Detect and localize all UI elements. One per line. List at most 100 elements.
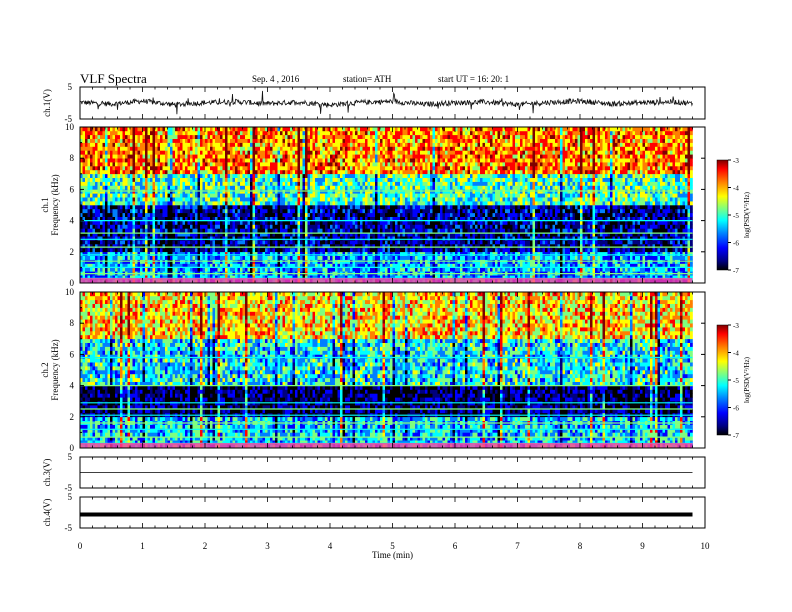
ch1-spectrogram-cell: [165, 228, 168, 233]
ch1-spectrogram-cell: [212, 275, 216, 280]
ch1-spectrogram-cell: [127, 138, 131, 143]
ch1-spectrogram-cell: [140, 134, 143, 139]
ch1-spectrogram-cell: [300, 130, 303, 136]
ch1-spectrogram-cell: [372, 154, 376, 159]
ch1-spectrogram-cell: [215, 247, 218, 253]
ch1-spectrogram-cell: [230, 154, 233, 159]
ch1-spectrogram-cell: [90, 232, 93, 237]
ch1-spectrogram-cell: [207, 263, 211, 268]
ch1-spectrogram-cell: [225, 162, 228, 167]
ch1-spectrogram-cell: [145, 263, 148, 268]
ch1-spectrogram-cell: [362, 127, 366, 132]
ch1-spectrogram-cell: [387, 228, 391, 233]
ch1-spectrogram-cell: [337, 228, 341, 233]
ch1-spectrogram-cell: [175, 267, 178, 272]
ch1-spectrogram-cell: [227, 154, 231, 159]
ch1-spectrogram-cell: [327, 162, 331, 167]
ch1-spectrogram-cell: [292, 197, 296, 202]
ch1-spectrogram-cell: [140, 162, 143, 167]
ch1-spectrogram-cell: [120, 247, 123, 253]
ch1-spectrogram-cell: [385, 251, 388, 256]
ch1-spectrogram-cell: [287, 244, 291, 249]
ch1-spectrogram-cell: [280, 130, 283, 136]
ch1-spectrogram-cell: [347, 224, 351, 229]
ch1-spectrogram-cell: [142, 158, 146, 163]
ch1-spectrogram-cell: [192, 205, 196, 210]
ch1-spectrogram-cell: [290, 150, 293, 155]
ch1-spectrogram-cell: [102, 150, 106, 155]
ch1-spectrogram-cell: [267, 201, 271, 206]
ch1-spectrogram-cell: [180, 166, 183, 171]
ch1-spectrogram-cell: [325, 251, 328, 256]
ch1-spectrogram-cell: [150, 197, 153, 202]
ch1-spectrogram-cell: [217, 146, 221, 151]
ch1-spectrogram-cell: [132, 134, 136, 139]
ch1-spectrogram-cell: [120, 255, 123, 260]
ch1-spectrogram-cell: [310, 201, 313, 206]
ch1-spectrogram-cell: [282, 240, 286, 245]
ch1-spectrogram-cell: [372, 212, 376, 217]
ch1-spectrogram-cell: [252, 134, 256, 139]
ch1-spectrogram-cell: [162, 169, 166, 175]
ch1-spectrogram-cell: [312, 169, 316, 175]
ch1-spectrogram-cell: [85, 212, 88, 217]
ch1-spectrogram-cell: [322, 142, 326, 147]
ch1-spectrogram-cell: [92, 177, 96, 182]
ch1-spectrogram-cell: [95, 150, 98, 155]
ch1-spectrogram-cell: [357, 205, 361, 210]
ch1-spectrogram-cell: [362, 228, 366, 233]
ch1-spectrogram-cell: [390, 177, 393, 182]
ch1-spectrogram-cell: [385, 232, 388, 237]
ch1-spectrogram-cell: [105, 142, 108, 147]
ch1-spectrogram-cell: [135, 216, 138, 221]
ch1-spectrogram-cell: [170, 154, 173, 159]
ch1-spectrogram-cell: [385, 267, 388, 272]
ch1-spectrogram-cell: [95, 244, 98, 249]
ch1-spectrogram-cell: [112, 146, 116, 151]
ch1-spectrogram-cell: [350, 244, 353, 249]
ch1-spectrogram-cell: [150, 162, 153, 167]
ch1-spectrogram-cell: [295, 130, 298, 136]
ch1-spectrogram-cell: [90, 146, 93, 151]
ch1-spectrogram-cell: [135, 228, 138, 233]
ch1-spectrogram-cell: [225, 201, 228, 206]
ch1-spectrogram-cell: [335, 240, 338, 245]
ch1-spectrogram-cell: [182, 201, 186, 206]
ch1-spectrogram-cell: [87, 267, 91, 272]
ch1-spectrogram-cell: [320, 220, 323, 225]
ch1-spectrogram-cell: [130, 181, 133, 186]
ch1-spectrogram-cell: [255, 247, 258, 253]
ch1-spectrogram-cell: [325, 150, 328, 155]
ch1-spectrogram-cell: [135, 185, 138, 190]
ch1-spectrogram-cell: [265, 154, 268, 159]
ch1-spectrogram-cell: [132, 228, 136, 233]
ch1-spectrogram-cell: [145, 267, 148, 272]
ch1-spectrogram-cell: [360, 142, 363, 147]
ch1-spectrogram-cell: [307, 247, 311, 253]
ch1-spectrogram-cell: [210, 181, 213, 186]
ch1-spectrogram-cell: [390, 263, 393, 268]
ch1-spectrogram-cell: [135, 181, 138, 186]
ch1-spectrogram-cell: [240, 220, 243, 225]
ch1-spectrogram-cell: [192, 208, 196, 214]
ch1-spectrogram-cell: [87, 177, 91, 182]
ch1-spectrogram-cell: [110, 255, 113, 260]
ch1-spectrogram-cell: [295, 173, 298, 178]
ch1-spectrogram-cell: [297, 197, 301, 202]
ch1-spectrogram-cell: [237, 177, 241, 182]
ch1-spectrogram-cell: [307, 158, 311, 163]
ch1-spectrogram-cell: [247, 251, 251, 256]
ch1-spectrogram-cell: [377, 201, 381, 206]
ch1-spectrogram-cell: [187, 267, 191, 272]
ch1-spectrogram-cell: [255, 205, 258, 210]
ch1-spectrogram-cell: [345, 134, 348, 139]
ch1-spectrogram-cell: [105, 267, 108, 272]
ch1-spectrogram-cell: [370, 247, 373, 253]
ch1-spectrogram-cell: [322, 263, 326, 268]
ch1-spectrogram-cell: [312, 166, 316, 171]
ch1-spectrogram-cell: [357, 247, 361, 253]
ch1-spectrogram-cell: [307, 162, 311, 167]
ch1-spectrogram-cell: [230, 146, 233, 151]
ch1-spectrogram-cell: [202, 232, 206, 237]
